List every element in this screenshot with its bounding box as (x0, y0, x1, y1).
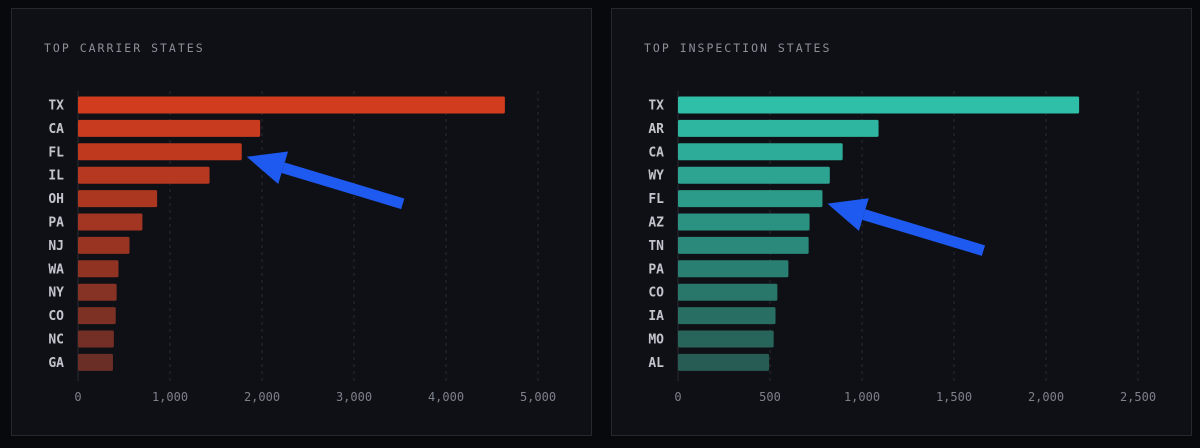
carrier-category-label: GA (48, 356, 64, 371)
carrier-bar-tx (78, 96, 505, 114)
inspection-x-tick-label: 1,500 (936, 390, 972, 404)
carrier-x-tick-label: 2,000 (244, 390, 280, 404)
inspection-bar-ia (678, 307, 776, 325)
inspection-category-label: AZ (648, 216, 664, 231)
inspection-bar-mo (678, 330, 774, 348)
carrier-x-tick-label: 4,000 (428, 390, 464, 404)
carrier-category-label: CA (48, 122, 64, 137)
carrier-bar-pa (78, 213, 143, 231)
inspection-x-tick-label: 2,500 (1120, 390, 1156, 404)
carrier-bar-ny (78, 283, 117, 301)
carrier-bar-nj (78, 236, 130, 254)
carrier-x-tick-label: 3,000 (336, 390, 372, 404)
inspection-bar-tn (678, 236, 809, 254)
inspection-category-label: AL (648, 356, 664, 371)
inspection-bar-tx (678, 96, 1080, 114)
inspection-x-tick-label: 500 (759, 390, 781, 404)
inspection-bar-fl (678, 190, 823, 208)
carrier-states-chart: 0 1,000 2,000 3,000 4,000 5,000 TX CA FL IL OH PA NJ… (48, 91, 556, 404)
carrier-bar-il (78, 166, 210, 184)
inspection-states-chart: 0 500 1,000 1,500 2,000 2,500 TX AR CA WY FL AZ TN PA… (648, 91, 1156, 404)
carrier-x-tick-label: 5,000 (520, 390, 556, 404)
inspection-bar-wy (678, 166, 830, 184)
inspection-states-panel: TOP INSPECTION STATES 0 500 1,000 1,500 2,00… (611, 8, 1192, 436)
carrier-x-tick-label: 1,000 (152, 390, 188, 404)
carrier-category-label: CO (48, 309, 64, 324)
carrier-x-tick-label: 0 (74, 390, 81, 404)
carrier-bar-wa (78, 260, 119, 278)
carrier-bar-co (78, 307, 116, 325)
inspection-category-label: FL (648, 192, 664, 207)
inspection-category-label: AR (648, 122, 664, 137)
inspection-bar-pa (678, 260, 789, 278)
carrier-category-label: IL (48, 169, 64, 184)
carrier-category-label: PA (48, 216, 64, 231)
inspection-category-label: CO (648, 286, 664, 301)
inspection-category-label: WY (648, 169, 664, 184)
inspection-bar-ar (678, 119, 879, 137)
carrier-category-label: NJ (48, 239, 64, 254)
inspection-bar-al (678, 353, 770, 371)
carrier-category-label: NY (48, 286, 64, 301)
carrier-chart-title: TOP CARRIER STATES (44, 41, 205, 55)
inspection-bar-az (678, 213, 810, 231)
carrier-bar-oh (78, 190, 158, 208)
inspection-category-label: CA (648, 145, 664, 160)
inspection-category-label: TN (648, 239, 664, 254)
carrier-bar-fl (78, 143, 242, 161)
carrier-category-label: NC (48, 333, 64, 348)
carrier-bar-ca (78, 119, 261, 137)
inspection-category-label: MO (648, 333, 664, 348)
inspection-x-tick-label: 1,000 (844, 390, 880, 404)
carrier-bar-ga (78, 353, 113, 371)
carrier-category-label: WA (48, 262, 64, 277)
carrier-states-panel: TOP CARRIER STATES 0 1,000 2,000 3,000 4,000… (11, 8, 592, 436)
inspection-category-label: TX (648, 99, 664, 114)
inspection-chart-title: TOP INSPECTION STATES (644, 41, 832, 55)
inspection-x-tick-label: 2,000 (1028, 390, 1064, 404)
inspection-category-label: IA (648, 309, 664, 324)
carrier-category-label: TX (48, 99, 64, 114)
carrier-category-label: FL (48, 145, 64, 160)
inspection-x-tick-label: 0 (674, 390, 681, 404)
carrier-category-label: OH (48, 192, 64, 207)
inspection-category-label: PA (648, 262, 664, 277)
inspection-bar-ca (678, 143, 843, 161)
inspection-bar-co (678, 283, 778, 301)
carrier-bar-nc (78, 330, 114, 348)
